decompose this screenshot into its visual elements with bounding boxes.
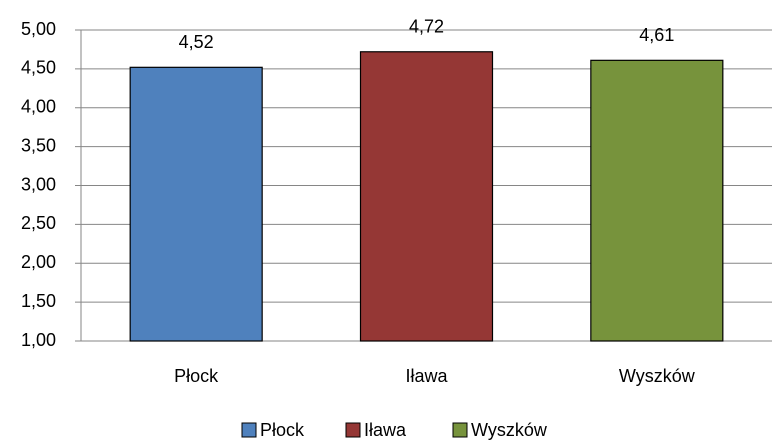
value-label: 4,52 bbox=[179, 32, 214, 52]
value-label: 4,61 bbox=[639, 25, 674, 45]
legend-label: Iława bbox=[364, 420, 407, 440]
y-tick-label: 5,00 bbox=[21, 19, 56, 39]
legend-swatch bbox=[241, 422, 257, 438]
bar bbox=[359, 51, 494, 342]
y-tick-label: 1,50 bbox=[21, 291, 56, 311]
y-tick-label: 3,00 bbox=[21, 174, 56, 194]
bar bbox=[590, 59, 724, 342]
legend-swatch bbox=[452, 422, 468, 438]
bar bbox=[129, 66, 263, 342]
y-tick-label: 1,00 bbox=[21, 330, 56, 350]
x-tick-label: Płock bbox=[174, 366, 219, 386]
y-tick-label: 4,00 bbox=[21, 97, 56, 117]
y-tick-label: 2,50 bbox=[21, 213, 56, 233]
value-label: 4,72 bbox=[409, 17, 444, 37]
y-tick-label: 4,50 bbox=[21, 58, 56, 78]
legend-label: Wyszków bbox=[471, 420, 548, 440]
legend-label: Płock bbox=[260, 420, 305, 440]
x-tick-label: Wyszków bbox=[619, 366, 696, 386]
legend-swatch bbox=[345, 422, 361, 438]
x-tick-label: Iława bbox=[405, 366, 448, 386]
y-tick-label: 3,50 bbox=[21, 135, 56, 155]
y-tick-label: 2,00 bbox=[21, 252, 56, 272]
